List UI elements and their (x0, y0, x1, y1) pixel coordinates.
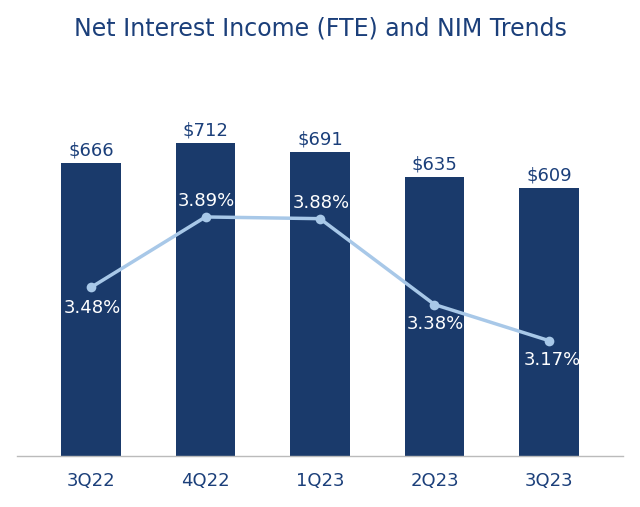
Text: $712: $712 (182, 122, 228, 139)
Text: 3.88%: 3.88% (292, 194, 349, 212)
Text: 3.17%: 3.17% (524, 351, 581, 369)
Text: $609: $609 (526, 167, 572, 185)
Bar (176, 143, 236, 456)
Text: $691: $691 (297, 131, 343, 149)
Text: $635: $635 (412, 156, 458, 173)
Text: 3.38%: 3.38% (407, 315, 464, 333)
Text: 3.48%: 3.48% (63, 300, 121, 317)
Bar (61, 163, 121, 456)
Title: Net Interest Income (FTE) and NIM Trends: Net Interest Income (FTE) and NIM Trends (74, 17, 566, 41)
Bar (404, 177, 464, 456)
Bar (290, 153, 350, 456)
Text: 3.89%: 3.89% (178, 192, 236, 210)
Bar (519, 189, 579, 456)
Text: $666: $666 (68, 142, 114, 160)
